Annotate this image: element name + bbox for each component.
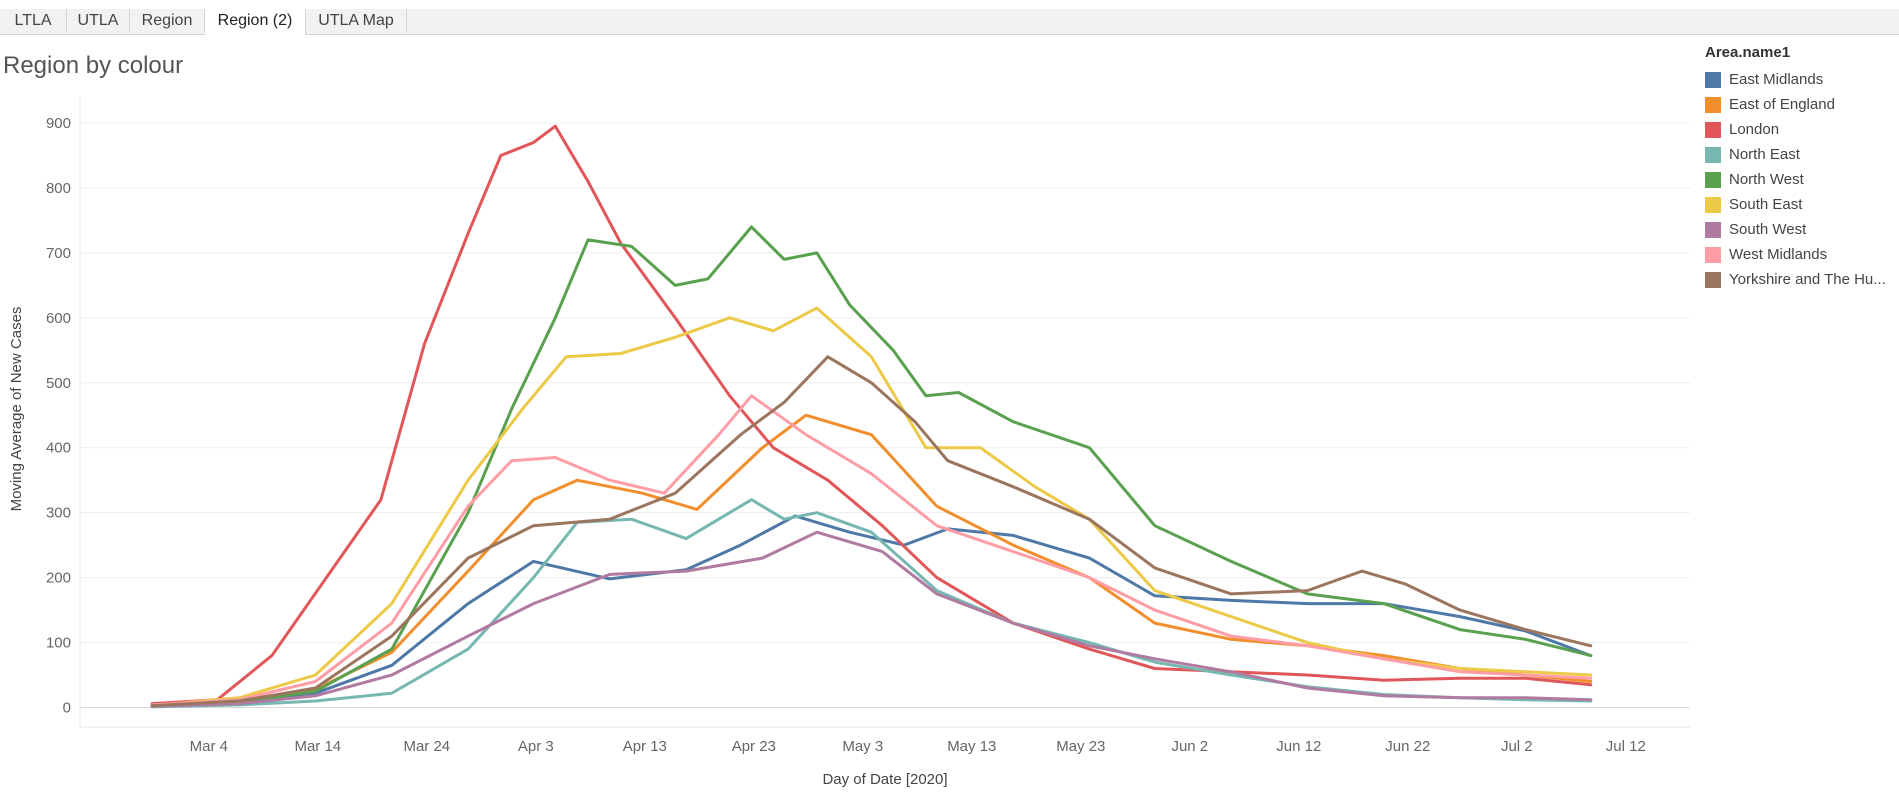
y-tick-label: 200 (46, 570, 71, 587)
legend-swatch (1705, 96, 1721, 113)
y-tick-label: 500 (46, 375, 71, 392)
y-tick-label: 800 (46, 180, 71, 197)
y-axis-title: Moving Average of New Cases (8, 307, 25, 512)
x-tick-label: Apr 3 (518, 738, 554, 755)
x-tick-label: Jun 2 (1171, 738, 1208, 755)
legend-swatch (1705, 121, 1721, 138)
legend-swatch (1705, 221, 1721, 238)
y-tick-label: 100 (46, 635, 71, 652)
legend-title: Area.name1 (1705, 44, 1791, 61)
legend-item-east-of-england[interactable]: East of England (1705, 92, 1895, 117)
x-tick-label: May 3 (842, 738, 883, 755)
legend-label: South East (1729, 196, 1803, 213)
legend-item-yorkshire[interactable]: Yorkshire and The Hu... (1705, 267, 1895, 292)
legend-item-south-west[interactable]: South West (1705, 217, 1895, 242)
x-tick-label: Jun 22 (1385, 738, 1430, 755)
x-tick-label: Apr 23 (732, 738, 776, 755)
legend-label: East of England (1729, 96, 1835, 113)
legend-item-north-west[interactable]: North West (1705, 167, 1895, 192)
x-tick-label: Mar 14 (294, 738, 341, 755)
y-tick-label: 0 (63, 700, 71, 717)
legend-swatch (1705, 196, 1721, 213)
y-axis-ticks: 0 100 200 300 400 500 600 700 800 900 (46, 115, 71, 717)
x-axis-ticks: Mar 4 Mar 14 Mar 24 Apr 3 Apr 13 Apr 23 May 3 M… (190, 738, 1646, 755)
legend-item-south-east[interactable]: South East (1705, 192, 1895, 217)
tab-utla-map[interactable]: UTLA Map (306, 9, 407, 33)
legend-label: East Midlands (1729, 71, 1824, 88)
legend-item-east-midlands[interactable]: East Midlands (1705, 67, 1895, 92)
series-line-6[interactable] (150, 530, 1593, 708)
series-line-8[interactable] (150, 355, 1593, 708)
view-title: Region by colour (3, 52, 184, 79)
x-tick-label: May 13 (947, 738, 996, 755)
legend-label: London (1729, 121, 1780, 138)
x-tick-label: Mar 24 (403, 738, 450, 755)
legend-label: West Midlands (1729, 246, 1828, 263)
series-line-4[interactable] (150, 225, 1593, 708)
tab-ltla[interactable]: LTLA (0, 9, 67, 33)
legend-label: Yorkshire and The Hu... (1729, 271, 1886, 288)
legend-swatch (1705, 71, 1721, 88)
series-lines (150, 124, 1593, 709)
y-tick-label: 300 (46, 505, 71, 522)
worksheet-tab-bar: LTLA UTLA Region Region (2) UTLA Map (0, 9, 1899, 35)
y-tick-label: 400 (46, 440, 71, 457)
x-tick-label: Jul 12 (1606, 738, 1646, 755)
series-line-7[interactable] (150, 394, 1593, 707)
series-line-0[interactable] (150, 514, 1593, 708)
y-tick-label: 700 (46, 245, 71, 262)
x-tick-label: Apr 13 (623, 738, 667, 755)
legend-item-north-east[interactable]: North East (1705, 142, 1895, 167)
legend-swatch (1705, 171, 1721, 188)
tab-region-2[interactable]: Region (2) (205, 9, 306, 35)
legend-label: North East (1729, 146, 1800, 163)
legend-swatch (1705, 146, 1721, 163)
legend-item-london[interactable]: London (1705, 117, 1895, 142)
gridlines (80, 122, 1690, 709)
legend-label: South West (1729, 221, 1807, 238)
color-legend: Area.name1 East Midlands East of England… (1705, 44, 1895, 292)
x-tick-label: Jul 2 (1501, 738, 1533, 755)
x-tick-label: Jun 12 (1276, 738, 1321, 755)
y-tick-label: 900 (46, 115, 71, 132)
legend-item-west-midlands[interactable]: West Midlands (1705, 242, 1895, 267)
legend-swatch (1705, 271, 1721, 288)
tab-region[interactable]: Region (130, 9, 205, 33)
series-line-2[interactable] (150, 124, 1593, 706)
x-tick-label: Mar 4 (190, 738, 228, 755)
series-line-5[interactable] (150, 306, 1593, 708)
legend-label: North West (1729, 171, 1804, 188)
y-tick-label: 600 (46, 310, 71, 327)
x-axis-title: Day of Date [2020] (822, 771, 947, 788)
legend-swatch (1705, 246, 1721, 263)
x-tick-label: May 23 (1056, 738, 1105, 755)
tab-utla[interactable]: UTLA (67, 9, 130, 33)
